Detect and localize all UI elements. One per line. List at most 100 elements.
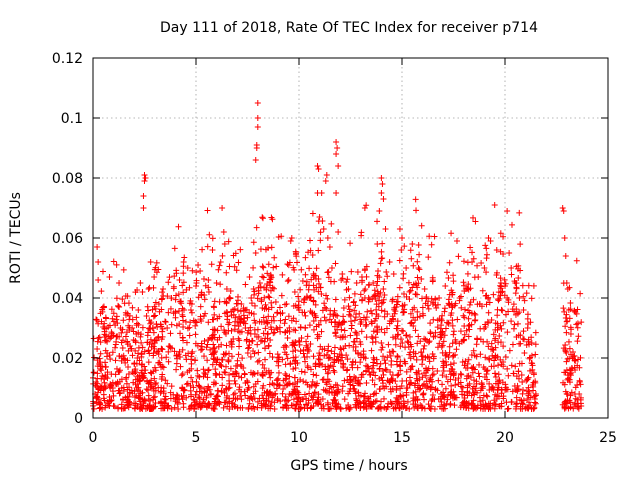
data-point — [368, 369, 375, 376]
data-point — [564, 355, 571, 362]
data-point — [313, 265, 320, 272]
data-point — [103, 337, 110, 344]
data-point — [157, 321, 164, 328]
data-point — [225, 295, 232, 302]
data-point — [497, 285, 504, 292]
data-point — [414, 274, 421, 281]
data-point — [246, 400, 253, 407]
data-point — [143, 386, 150, 393]
data-point — [158, 375, 165, 382]
data-point — [392, 405, 399, 412]
data-point — [380, 296, 387, 303]
data-point — [165, 348, 172, 355]
data-point — [403, 332, 410, 339]
data-point — [99, 363, 106, 370]
data-point — [120, 266, 127, 273]
data-point — [529, 360, 536, 367]
data-point — [188, 350, 195, 357]
data-point — [422, 336, 429, 343]
data-point — [108, 329, 115, 336]
data-point — [261, 306, 268, 313]
data-point — [220, 404, 227, 411]
data-point — [90, 405, 97, 412]
data-point — [317, 229, 324, 236]
data-point — [252, 388, 259, 395]
data-point — [392, 378, 399, 385]
data-point — [195, 394, 202, 401]
data-point — [210, 405, 217, 412]
data-point — [125, 370, 132, 377]
data-point — [259, 371, 266, 378]
data-point — [210, 345, 217, 352]
data-point — [504, 208, 511, 214]
data-point — [115, 380, 122, 387]
data-point — [415, 333, 422, 340]
data-point — [332, 396, 339, 403]
data-point — [309, 210, 316, 217]
data-point — [491, 370, 498, 377]
data-point — [512, 363, 519, 370]
data-point — [519, 282, 526, 289]
data-point — [394, 318, 401, 325]
data-point — [517, 403, 524, 410]
data-point — [118, 401, 125, 408]
data-point — [560, 379, 567, 386]
data-point — [363, 263, 370, 270]
data-point — [303, 402, 310, 409]
data-point — [466, 322, 473, 329]
data-point — [376, 208, 383, 214]
data-point — [357, 291, 364, 298]
data-point — [309, 251, 316, 258]
data-point — [381, 357, 388, 364]
data-point — [213, 280, 220, 286]
data-point — [355, 389, 362, 396]
data-point — [384, 311, 391, 318]
data-point — [155, 301, 162, 307]
data-point — [216, 262, 223, 269]
data-point — [344, 366, 351, 373]
data-point — [394, 354, 401, 361]
data-point — [262, 246, 269, 253]
data-point — [501, 276, 508, 283]
data-point — [346, 306, 353, 313]
data-point — [323, 292, 330, 299]
data-point — [306, 265, 313, 272]
data-point — [496, 332, 503, 339]
data-point — [528, 340, 535, 346]
data-point — [344, 276, 351, 283]
data-point — [574, 320, 581, 327]
data-point — [237, 308, 244, 315]
y-tick-label: 0.06 — [52, 231, 83, 247]
data-point — [523, 341, 530, 348]
data-point — [292, 357, 299, 364]
data-point — [520, 386, 527, 393]
data-point — [206, 231, 213, 238]
data-point — [407, 310, 414, 317]
data-point — [284, 278, 291, 285]
data-point — [275, 369, 282, 376]
data-point — [488, 316, 495, 323]
data-point — [334, 390, 341, 397]
data-point — [341, 396, 348, 403]
data-point — [200, 276, 207, 283]
data-point — [125, 393, 132, 400]
data-point — [354, 269, 361, 276]
data-point — [236, 337, 243, 344]
data-point — [434, 324, 441, 331]
data-point — [124, 339, 131, 346]
data-point — [175, 291, 182, 298]
data-point — [279, 271, 286, 278]
data-point — [456, 340, 463, 347]
data-point — [204, 374, 211, 381]
data-point — [568, 369, 575, 376]
data-point — [240, 312, 247, 319]
data-point — [421, 286, 428, 292]
data-point — [478, 303, 485, 310]
data-point — [443, 373, 450, 380]
data-point — [173, 394, 180, 401]
data-point — [339, 383, 346, 390]
data-point — [231, 306, 238, 313]
data-point — [146, 325, 153, 332]
data-point — [407, 349, 414, 356]
data-point — [233, 300, 240, 307]
